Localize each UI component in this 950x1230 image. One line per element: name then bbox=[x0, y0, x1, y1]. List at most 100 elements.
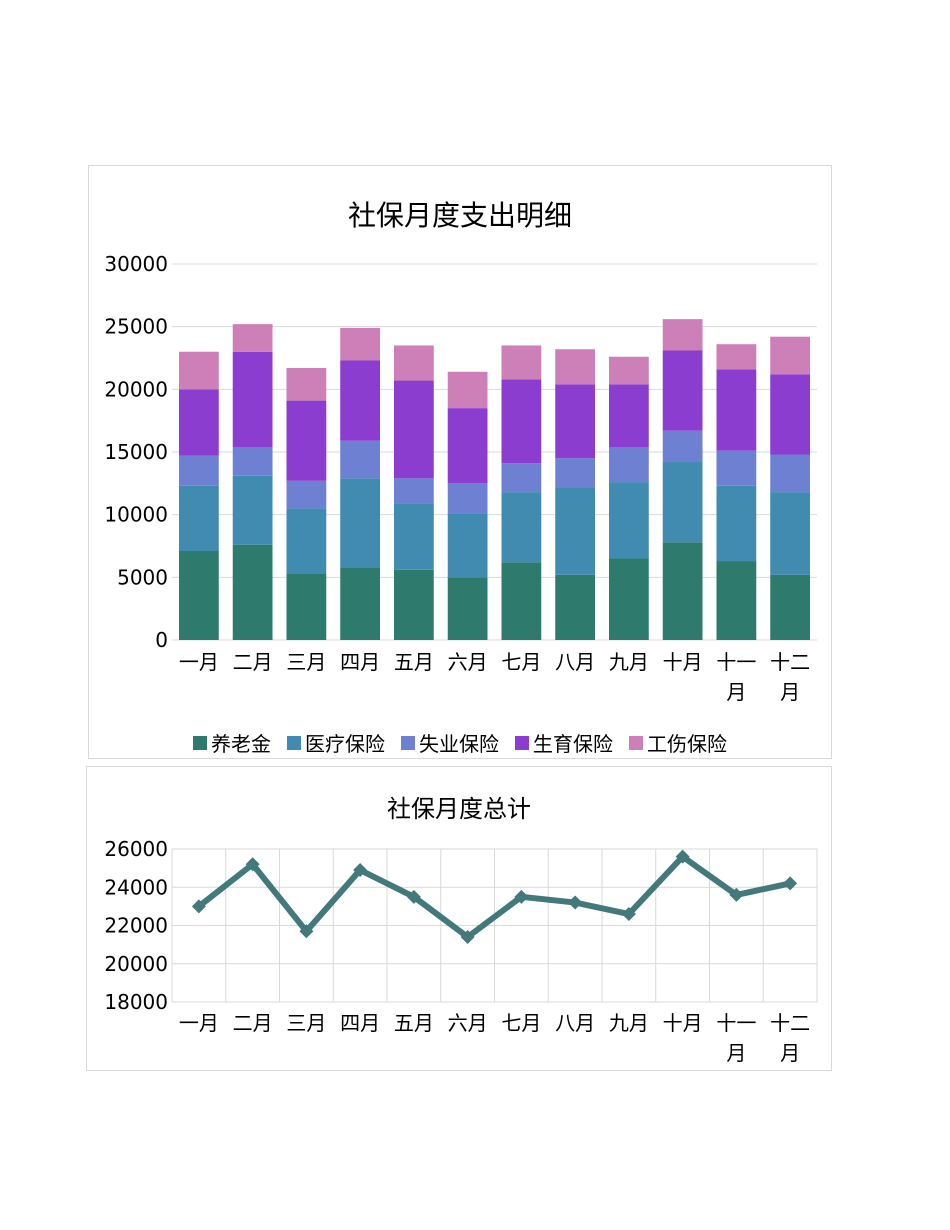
data-point-marker bbox=[675, 849, 690, 864]
bar-segment bbox=[501, 379, 542, 464]
bar-segment bbox=[232, 544, 273, 640]
bar-segment bbox=[716, 369, 757, 451]
x-tick-label: 五月 bbox=[394, 1011, 434, 1035]
bar-segment bbox=[608, 384, 649, 447]
bar-segment bbox=[232, 351, 273, 447]
x-tick-label: 三月 bbox=[286, 1011, 326, 1035]
bar-segment bbox=[555, 384, 596, 459]
bar-segment bbox=[232, 446, 273, 476]
x-tick-label: 十月 bbox=[663, 650, 703, 674]
bar-segment bbox=[608, 446, 649, 483]
legend-swatch bbox=[629, 735, 643, 750]
x-tick-label: 四月 bbox=[340, 1011, 380, 1035]
y-tick-label: 18000 bbox=[104, 990, 168, 1014]
legend-swatch bbox=[515, 735, 529, 750]
bar-segment bbox=[770, 574, 811, 640]
x-tick-label: 二月 bbox=[233, 1011, 273, 1035]
data-point-marker bbox=[568, 895, 583, 910]
x-tick-label: 八月 bbox=[555, 1011, 595, 1035]
legend-item: 医疗保险 bbox=[287, 728, 385, 757]
bar-segment bbox=[178, 455, 219, 486]
y-tick-label: 20000 bbox=[104, 952, 168, 976]
bar-segment bbox=[232, 324, 273, 352]
y-tick-label: 0 bbox=[155, 628, 168, 652]
data-point-marker bbox=[299, 924, 314, 939]
legend-item: 生育保险 bbox=[515, 728, 613, 757]
bar-segment bbox=[662, 542, 703, 640]
bar-segment bbox=[178, 389, 219, 456]
bar-segment bbox=[555, 574, 596, 640]
data-point-marker bbox=[460, 929, 475, 944]
bar-segment bbox=[447, 371, 488, 409]
line-plot: 18000 20000 22000 24000 26000 一月 二月 三月 四月 五月 六月 七月八… bbox=[104, 837, 818, 1065]
legend-label: 失业保险 bbox=[419, 732, 499, 756]
y-tick-label: 24000 bbox=[104, 875, 168, 899]
x-tick-label: 十二月 bbox=[770, 650, 810, 704]
bar-segment bbox=[501, 492, 542, 563]
chart-title: 社保月度总计 bbox=[387, 795, 531, 823]
bar-segment bbox=[770, 492, 811, 575]
bar-segment bbox=[501, 562, 542, 640]
legend-label: 工伤保险 bbox=[647, 732, 727, 756]
x-tick-label: 七月 bbox=[501, 1011, 541, 1035]
bar-segment bbox=[716, 450, 757, 486]
x-tick-label: 七月 bbox=[501, 650, 541, 674]
bar-segment bbox=[716, 561, 757, 640]
chart-legend: 养老金 医疗保险 失业保险 生育保险 工伤保险 bbox=[89, 728, 831, 757]
bar-segment bbox=[340, 440, 381, 479]
bar-segment bbox=[447, 513, 488, 578]
legend-item: 失业保险 bbox=[401, 728, 499, 757]
bar-segment bbox=[393, 503, 434, 570]
bar-segment bbox=[662, 350, 703, 431]
legend-item: 工伤保险 bbox=[629, 728, 727, 757]
bar-segment bbox=[447, 483, 488, 514]
y-tick-label: 5000 bbox=[117, 565, 168, 589]
x-tick-label: 六月 bbox=[448, 1011, 488, 1035]
bar-segment bbox=[716, 485, 757, 562]
data-point-marker bbox=[621, 907, 636, 922]
bar-segment bbox=[608, 356, 649, 385]
bar-segment bbox=[340, 327, 381, 361]
bar-segment bbox=[662, 462, 703, 543]
x-tick-label: 十一月 bbox=[716, 1011, 756, 1065]
bar-segment bbox=[232, 475, 273, 545]
data-point-marker bbox=[406, 889, 421, 904]
data-point-marker bbox=[514, 889, 529, 904]
bar-segment bbox=[393, 380, 434, 479]
bar-segment bbox=[501, 345, 542, 380]
chart-title: 社保月度支出明细 bbox=[347, 199, 572, 232]
legend-swatch bbox=[401, 735, 415, 750]
x-tick-label: 五月 bbox=[394, 650, 434, 674]
bar-segment bbox=[555, 349, 596, 385]
stacked-bar-plot: 0 5000 10000 15000 20000 25000 30000 一月 二月 三月 四月 五月… bbox=[104, 252, 817, 704]
bar-segment bbox=[340, 567, 381, 640]
x-tick-label: 八月 bbox=[555, 650, 595, 674]
series-line bbox=[197, 853, 791, 940]
bar-segment bbox=[340, 360, 381, 441]
data-point-marker bbox=[783, 876, 798, 891]
bar-segment bbox=[286, 400, 327, 481]
bar-segment bbox=[608, 482, 649, 559]
x-tick-label: 二月 bbox=[233, 650, 273, 674]
bar-segment bbox=[770, 374, 811, 455]
y-tick-label: 20000 bbox=[104, 377, 168, 401]
y-tick-label: 25000 bbox=[104, 315, 168, 339]
bar-segment bbox=[716, 344, 757, 370]
x-tick-label: 十二月 bbox=[770, 1011, 810, 1065]
bar-segment bbox=[770, 454, 811, 493]
bar-segment bbox=[608, 558, 649, 640]
bar-segment bbox=[393, 345, 434, 381]
bar-segment bbox=[447, 408, 488, 484]
bar-segment bbox=[286, 368, 327, 401]
bar-segment bbox=[286, 480, 327, 509]
bar-segment bbox=[393, 569, 434, 640]
bar-segment bbox=[662, 430, 703, 463]
legend-item: 养老金 bbox=[193, 728, 271, 757]
stacked-bar-chart: 社保月度支出明细 0 5000 10000 15000 20000 25000 30000 一… bbox=[88, 165, 832, 759]
x-tick-label: 九月 bbox=[609, 650, 649, 674]
x-tick-label: 四月 bbox=[340, 650, 380, 674]
bar-segment bbox=[178, 351, 219, 390]
bar-segment bbox=[286, 508, 327, 574]
data-point-marker bbox=[729, 887, 744, 902]
data-point-marker bbox=[353, 863, 368, 878]
